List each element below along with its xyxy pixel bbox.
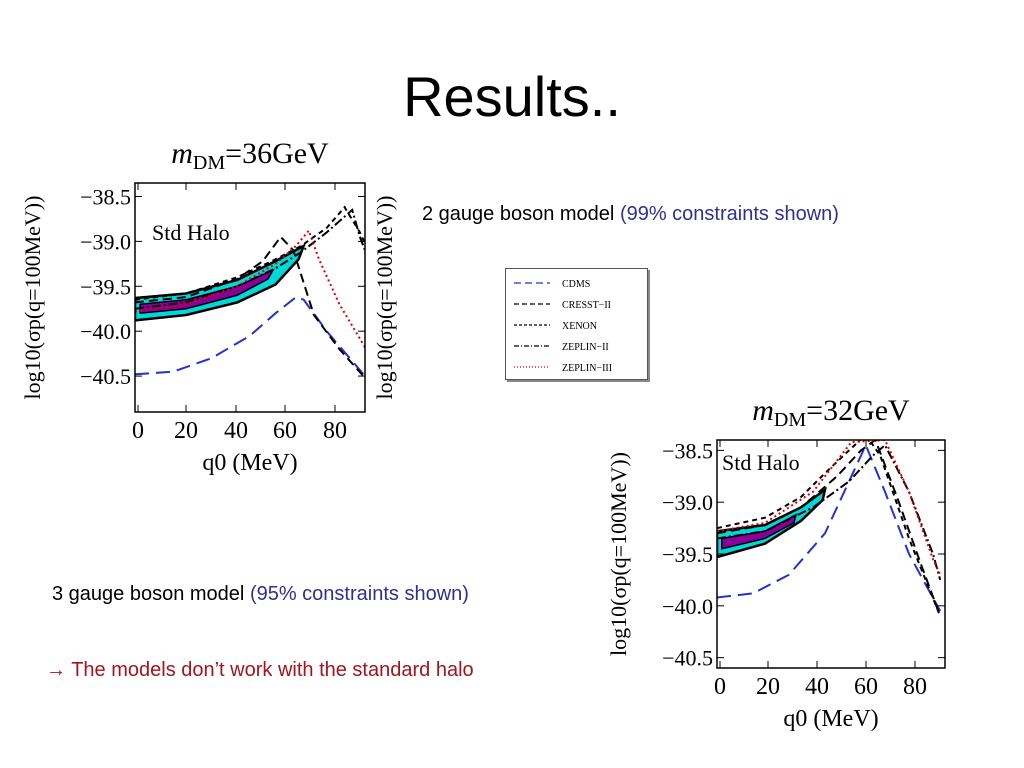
series-cresstii	[717, 440, 942, 617]
x-tick-label: 80	[903, 674, 927, 700]
x-tick-label: 0	[714, 674, 726, 700]
y-tick-label: −39.0	[662, 490, 713, 515]
legend-label: XENON	[562, 321, 597, 332]
x-tick-label: 40	[805, 674, 829, 700]
note-2-gauge-main: 2 gauge boson model	[422, 203, 620, 225]
series-cdms	[717, 442, 942, 612]
y-tick-label: −39.5	[662, 542, 713, 567]
note-2-gauge-boson: 2 gauge boson model (99% constraints sho…	[422, 202, 839, 226]
x-tick-label: 20	[756, 674, 780, 700]
series-xenon	[135, 205, 365, 301]
y-tick-label: −38.5	[80, 184, 131, 209]
series-xenon	[717, 440, 942, 617]
x-tick-label: 80	[323, 418, 347, 444]
y-axis-label: log10(σp(q=100MeV))	[20, 196, 45, 400]
chart-1: mDM=36GeV −38.5 −39.0 −39.5 −40.0 −40.5 0 20 40 6…	[20, 137, 397, 476]
y-tick-label: −39.5	[80, 274, 131, 299]
std-halo-annotation: Std Halo	[152, 220, 230, 245]
note-3-gauge-main: 3 gauge boson model	[52, 583, 250, 605]
series-zeplinii	[135, 208, 365, 310]
chart-title: mDM=32GeV	[752, 394, 910, 431]
y-tick-label: −40.5	[80, 364, 131, 389]
x-tick-label: 0	[132, 418, 144, 444]
x-tick-label: 60	[854, 674, 878, 700]
x-tick-label: 60	[273, 418, 297, 444]
y-tick-label: −40.5	[662, 646, 713, 671]
y-axis-label-right: log10(σp(q=100MeV))	[372, 196, 397, 400]
x-axis-label: q0 (MeV)	[202, 450, 297, 476]
plot-frame	[134, 182, 366, 413]
y-tick-label: −40.0	[80, 319, 131, 344]
series-zepliniii	[135, 228, 365, 348]
legend-label: CDMS	[562, 279, 590, 290]
legend-label: ZEPLIN−II	[562, 342, 609, 353]
note-3-gauge-paren: (95% constraints shown)	[249, 583, 469, 605]
conclusion-text: The models don’t work with the standard …	[66, 659, 474, 681]
chart-2: mDM=32GeV −38.5 −39.0 −39.5 −40.0 −40.50 20 40 6…	[606, 394, 946, 732]
chart-title: mDM=36GeV	[171, 137, 329, 174]
std-halo-annotation: Std Halo	[722, 450, 800, 475]
contour-inner	[139, 268, 275, 315]
legend-label: CRESST−II	[562, 300, 611, 311]
series-cresstii	[135, 235, 365, 379]
y-tick-label: −39.0	[80, 229, 131, 254]
note-2-gauge-paren: (99% constraints shown)	[619, 203, 839, 225]
x-tick-label: 20	[174, 418, 198, 444]
y-tick-label: −40.0	[662, 594, 713, 619]
legend-svg: CDMS CRESST−II XENON ZEPLIN−II ZEPLIN−III	[514, 279, 612, 374]
x-tick-label: 40	[224, 418, 248, 444]
legend-label: ZEPLIN−III	[562, 363, 612, 374]
slide-title: Results..	[403, 65, 621, 128]
contour-group	[717, 440, 942, 617]
series-zeplinii	[717, 443, 942, 581]
contour-inner	[721, 513, 798, 550]
y-axis-label: log10(σp(q=100MeV))	[606, 452, 631, 656]
arrow-right-icon: →	[46, 659, 66, 681]
note-3-gauge-boson: 3 gauge boson model (95% constraints sho…	[52, 582, 469, 606]
y-tick-label: −38.5	[662, 438, 713, 463]
conclusion-note: → The models don’t work with the standar…	[46, 658, 474, 682]
chart-legend: CDMS CRESST−II XENON ZEPLIN−II ZEPLIN−III	[505, 268, 648, 380]
contour-group	[135, 205, 365, 379]
x-axis-label: q0 (MeV)	[783, 706, 878, 732]
